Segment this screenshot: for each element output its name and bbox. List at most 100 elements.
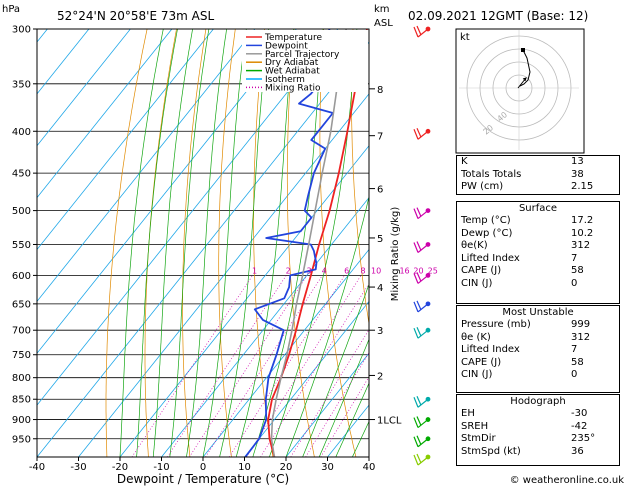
series-dewpoint <box>244 29 337 457</box>
legend-entry: Dewpoint <box>265 41 308 51</box>
km-tick-label: 3 <box>377 326 383 337</box>
section-title: Surface <box>518 203 558 214</box>
table-row: Lifted Index 7 <box>457 344 619 357</box>
row-label: θe (K) <box>461 331 491 343</box>
wind-barb <box>413 241 431 253</box>
wet-adiabat <box>269 29 358 457</box>
legend-box <box>242 30 368 92</box>
table-row: StmSpd (kt) 36 <box>457 446 619 459</box>
isotherm <box>244 300 369 457</box>
row-value: 999 <box>571 319 591 330</box>
wind-barb <box>413 453 431 466</box>
row-value: 312 <box>571 331 591 343</box>
mixing-ratio-label: 25 <box>428 266 438 275</box>
row-label: EH <box>461 408 475 419</box>
temperature-tick-label: 20 <box>280 462 293 473</box>
table-row: CIN (J) 0 <box>457 369 619 382</box>
row-label: CAPE (J) <box>461 356 502 368</box>
km-tick-label: 1LCL <box>377 416 402 427</box>
temperature-tick-label: 10 <box>238 462 251 473</box>
mixing-ratio-line <box>260 282 369 457</box>
legend-entry: Mixing Ratio <box>265 83 321 93</box>
dry-adiabat <box>319 29 357 457</box>
wet-adiabat <box>169 29 210 457</box>
legend-entry: Dry Adiabat <box>265 58 319 68</box>
row-label: CIN (J) <box>461 369 493 381</box>
wet-adiabat <box>318 338 369 457</box>
mixing-ratio-label: 8 <box>360 266 365 275</box>
wind-barb <box>413 25 431 38</box>
section-title: Hodograph <box>510 396 566 407</box>
km-tick-label: 6 <box>377 185 383 196</box>
mixing-ratio-labels: 1 2 3 4 6 8 10 16 20 25 <box>252 266 438 275</box>
row-value: 2.15 <box>571 181 594 193</box>
row-label: StmDir <box>461 433 496 445</box>
row-value: 38 <box>571 168 584 180</box>
hodograph: kt 40 20 <box>455 28 585 154</box>
isotherm <box>285 352 369 457</box>
legend-entry: Wet Adiabat <box>265 67 320 77</box>
date-title: 02.09.2021 12GMT (Base: 12) <box>408 9 588 23</box>
mixing-ratio-line <box>205 275 323 457</box>
surface-table: Surface Temp (°C) 17.2 Dewp (°C) 10.2 θe(K… <box>456 201 620 304</box>
isotherm <box>37 29 173 199</box>
table-row: PW (cm) 2.15 <box>457 181 619 194</box>
row-value: 235° <box>571 433 596 445</box>
temperature-tick-label: 40 <box>363 462 376 473</box>
section-title: Most Unstable <box>502 307 574 318</box>
mixing-ratio-axis-label: Mixing Ratio (g/kg) <box>390 207 401 302</box>
wind-barb <box>413 272 431 284</box>
table-row: Lifted Index 7 <box>457 253 619 266</box>
temperature-tick-label: 0 <box>200 462 206 473</box>
table-row: CIN (J) 0 <box>457 278 619 291</box>
isotherm <box>161 196 369 457</box>
mixing-ratio-label: 3 <box>306 266 311 275</box>
asl-label: ASL <box>374 18 393 29</box>
pressure-tick-label: 800 <box>12 373 31 384</box>
temperature-ticks: -40 -30 -20 -10 0 10 20 30 40 <box>29 457 376 473</box>
profiles <box>244 29 368 457</box>
row-value: 58 <box>571 356 584 368</box>
series-temperature <box>267 29 368 457</box>
wind-barbs <box>413 25 431 466</box>
wind-barb <box>413 326 431 339</box>
isotherm <box>202 248 369 457</box>
pressure-ticks: 300 350 400 450 500 550 600 650 700 750 800 850 900 9… <box>12 25 37 445</box>
table-row: CAPE (J) 58 <box>457 357 619 370</box>
row-value: 36 <box>571 445 584 457</box>
isotherm <box>37 29 131 147</box>
isotherm <box>78 93 369 457</box>
mixing-ratio-label: 4 <box>322 266 327 275</box>
table-row: Temp (°C) 17.2 <box>457 215 619 228</box>
row-value: 0 <box>571 369 578 381</box>
temperature-tick-label: -10 <box>153 462 169 473</box>
table-row: θe(K) 312 <box>457 240 619 253</box>
legend-entry: Isotherm <box>265 75 305 85</box>
row-label: CIN (J) <box>461 277 493 289</box>
indices-table: K 13 Totals Totals 38 PW (cm) 2.15 <box>456 155 620 195</box>
background-lines <box>37 29 369 457</box>
dry-adiabat <box>351 29 369 326</box>
wet-adiabat <box>335 382 369 457</box>
copyright: © weatheronline.co.uk <box>510 475 625 486</box>
row-value: 17.2 <box>571 215 594 226</box>
row-label: PW (cm) <box>461 181 504 193</box>
pressure-tick-label: 350 <box>12 79 31 90</box>
hodograph-trace <box>519 49 531 87</box>
wet-adiabat <box>152 29 193 457</box>
wet-adiabat <box>136 29 178 457</box>
pressure-tick-label: 900 <box>12 415 31 426</box>
wet-adiabat <box>119 29 164 457</box>
mixing-ratio-label: 20 <box>413 266 423 275</box>
pressure-tick-label: 300 <box>12 25 31 36</box>
row-label: K <box>461 156 468 167</box>
pressure-tick-label: 500 <box>12 206 31 217</box>
table-row: StmDir 235° <box>457 433 619 446</box>
isotherm <box>37 29 256 303</box>
km-label: km <box>374 4 390 15</box>
mixing-ratio-line <box>189 275 308 457</box>
wet-adiabat <box>219 29 269 457</box>
wind-barb <box>413 207 431 220</box>
